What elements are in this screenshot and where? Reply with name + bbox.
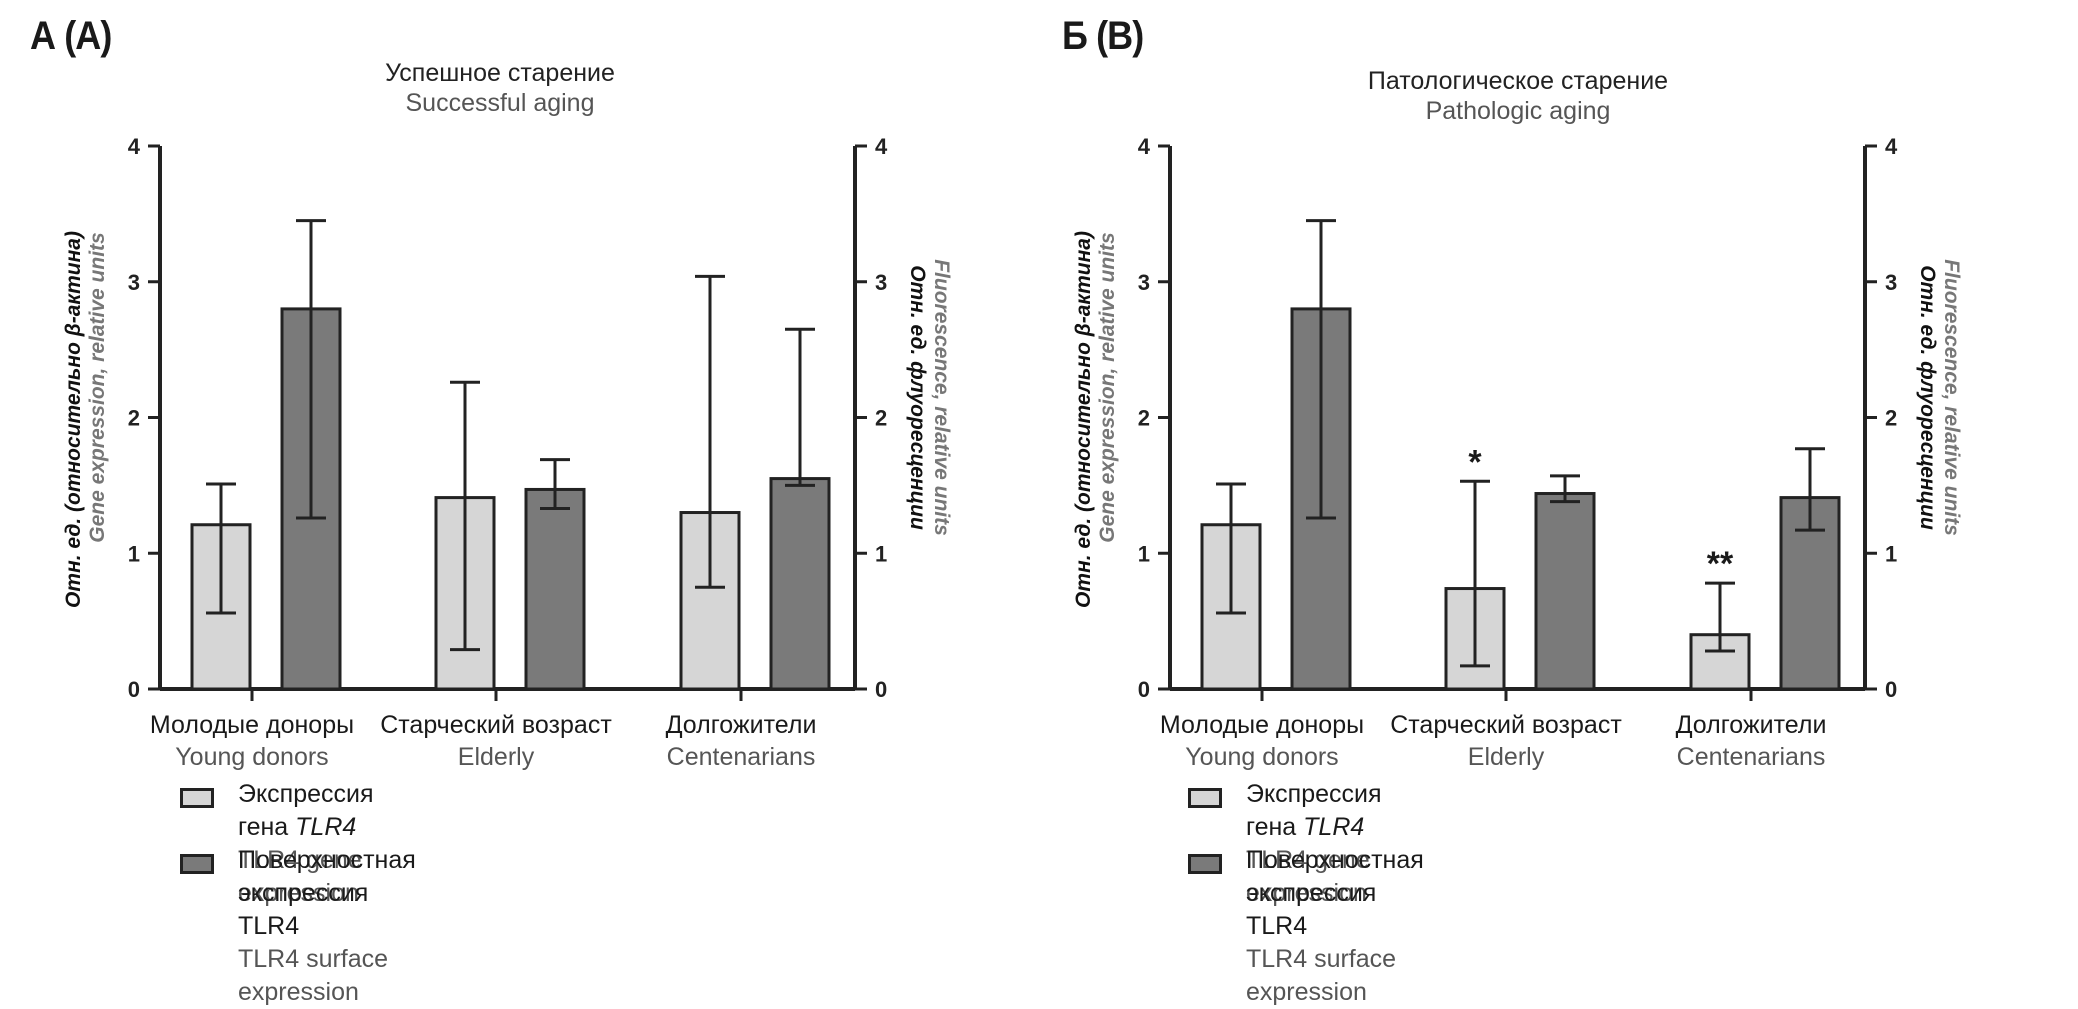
legend-label-ru: Поверхностная экспрессия TLR4 — [1246, 846, 1424, 940]
y-tick-label-left: 4 — [128, 134, 141, 159]
y-tick-label-right: 0 — [1885, 677, 1897, 702]
panel-letter: А (A) — [30, 14, 112, 58]
y-tick-label-right: 1 — [1885, 541, 1897, 566]
y-tick-label-right: 1 — [875, 541, 887, 566]
chart-title-en: Successful aging — [405, 89, 595, 117]
bar-chart: 0 0 1 1 2 2 3 3 4 4 Молодые доноры Young donors Стар… — [1072, 134, 1963, 771]
x-tick-label-en: Centenarians — [1677, 743, 1826, 771]
legend-label-en: TLR4 surface expression — [1246, 945, 1397, 1006]
y-tick-label-right: 3 — [1885, 270, 1897, 295]
bar-chart: 0 0 1 1 2 2 3 3 4 4 Молодые доноры Young donors Стар… — [62, 134, 953, 771]
y-tick-label-left: 1 — [1138, 541, 1150, 566]
chart-title-ru: Успешное старение — [385, 59, 615, 87]
y-tick-label-right: 2 — [875, 406, 887, 431]
y-tick-label-left: 4 — [1138, 134, 1151, 159]
chart-title: Патологическое старение Pathologic aging — [1238, 66, 1798, 126]
significance-marker: * — [1468, 443, 1482, 481]
y-tick-label-left: 2 — [128, 406, 140, 431]
y-axis-title-right-en: Fluorescence, relative units — [1940, 259, 1963, 536]
chart-title: Успешное старение Successful aging — [220, 58, 780, 118]
y-tick-label-left: 0 — [1138, 677, 1150, 702]
x-tick-label-ru: Молодые доноры — [1160, 711, 1364, 739]
y-tick-label-left: 3 — [128, 270, 140, 295]
legend-label-en: TLR4 surface expression — [238, 945, 389, 1006]
y-axis-title-left-ru: Отн. ед. (относительно β-актина) — [1072, 231, 1095, 608]
y-tick-label-left: 2 — [1138, 406, 1150, 431]
panel-letter: Б (B) — [1062, 14, 1144, 58]
panel-b: Б (B) Патологическое старение Pathologic… — [1010, 0, 2049, 1006]
x-tick-label-ru: Долгожители — [1676, 711, 1827, 739]
x-tick-label-en: Elderly — [1468, 743, 1545, 771]
bar — [769, 477, 831, 691]
legend-swatch-dark — [180, 854, 214, 874]
legend-label-ru: Экспрессия гена TLR4 — [238, 780, 374, 841]
x-tick-label-ru: Долгожители — [666, 711, 817, 739]
y-tick-label-right: 2 — [1885, 406, 1897, 431]
significance-marker: ** — [1707, 545, 1734, 583]
y-tick-label-right: 3 — [875, 270, 887, 295]
legend-label-en: TLR4 gene expression — [1246, 846, 1370, 907]
y-axis-title-left-ru: Отн. ед. (относительно β-актина) — [62, 231, 85, 608]
y-tick-label-right: 0 — [875, 677, 887, 702]
y-tick-label-right: 4 — [1885, 134, 1898, 159]
y-tick-label-left: 3 — [1138, 270, 1150, 295]
y-tick-label-left: 1 — [128, 541, 140, 566]
x-tick-label-en: Centenarians — [667, 743, 816, 771]
legend-label-ru: Поверхностная экспрессия TLR4 — [238, 846, 416, 940]
chart-title-ru: Патологическое старение — [1367, 67, 1669, 95]
y-axis-title-right-ru: Отн. ед. флуоресценции — [906, 265, 929, 530]
legend-swatch-dark — [1188, 854, 1222, 874]
y-axis-title-right-en: Fluorescence, relative units — [930, 259, 953, 536]
bar — [524, 487, 586, 691]
panel-a: А (A) Успешное старение Successful aging… — [0, 0, 1039, 1006]
y-tick-label-right: 4 — [875, 134, 888, 159]
y-axis-title-left-en: Gene expression, relative units — [1096, 232, 1119, 542]
x-tick-label-en: Young donors — [1185, 743, 1338, 771]
legend-swatch-light — [1188, 788, 1222, 808]
x-tick-label-en: Elderly — [458, 743, 535, 771]
legend-label-en: TLR4 gene expression — [238, 846, 362, 907]
legend-swatch-light — [180, 788, 214, 808]
y-axis-title-right-ru: Отн. ед. флуоресценции — [1916, 265, 1939, 530]
y-axis-title-left-en: Gene expression, relative units — [86, 232, 109, 542]
bar — [1534, 492, 1596, 691]
x-tick-label-ru: Старческий возраст — [1390, 711, 1622, 739]
x-tick-label-ru: Молодые доноры — [150, 711, 354, 739]
x-tick-label-en: Young donors — [175, 743, 328, 771]
y-tick-label-left: 0 — [128, 677, 140, 702]
chart-title-en: Pathologic aging — [1425, 97, 1611, 125]
x-tick-label-ru: Старческий возраст — [380, 711, 612, 739]
legend-label-ru: Экспрессия гена TLR4 — [1246, 780, 1382, 841]
